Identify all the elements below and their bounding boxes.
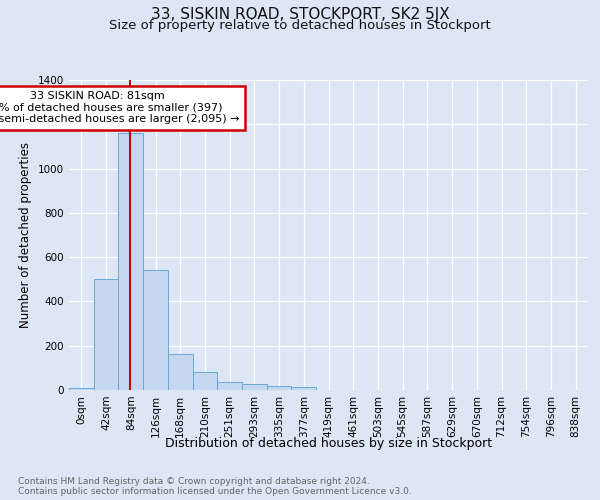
Text: Distribution of detached houses by size in Stockport: Distribution of detached houses by size …	[165, 438, 493, 450]
Bar	[292, 388, 316, 390]
Text: 33, SISKIN ROAD, STOCKPORT, SK2 5JX: 33, SISKIN ROAD, STOCKPORT, SK2 5JX	[151, 8, 449, 22]
Bar	[267, 386, 292, 390]
Text: Contains HM Land Registry data © Crown copyright and database right 2024.: Contains HM Land Registry data © Crown c…	[18, 478, 370, 486]
Bar	[217, 382, 242, 390]
Bar	[94, 280, 118, 390]
Text: Size of property relative to detached houses in Stockport: Size of property relative to detached ho…	[109, 19, 491, 32]
Text: Contains public sector information licensed under the Open Government Licence v3: Contains public sector information licen…	[18, 488, 412, 496]
Y-axis label: Number of detached properties: Number of detached properties	[19, 142, 32, 328]
Bar	[143, 270, 168, 390]
Bar	[193, 372, 217, 390]
Bar	[69, 388, 94, 390]
Bar	[168, 354, 193, 390]
Bar	[118, 133, 143, 390]
Text: 33 SISKIN ROAD: 81sqm
← 16% of detached houses are smaller (397)
83% of semi-det: 33 SISKIN ROAD: 81sqm ← 16% of detached …	[0, 91, 239, 124]
Bar	[242, 384, 267, 390]
